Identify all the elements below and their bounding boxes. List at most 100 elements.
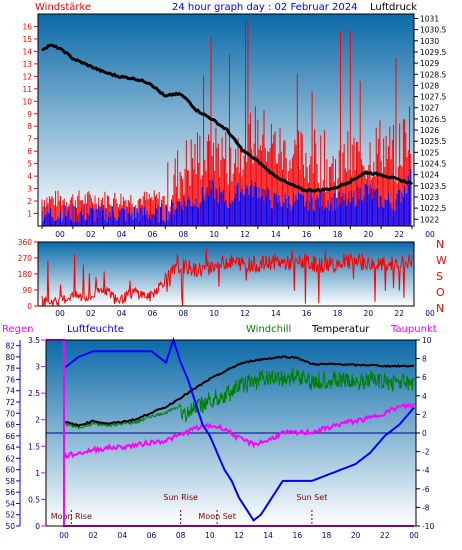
temperature-line <box>63 355 415 427</box>
humidity-tick-label: 52 <box>5 511 15 520</box>
x-tick-label: 00 <box>425 309 435 318</box>
x-tick-label: 18 <box>322 531 332 540</box>
left-tick-label: 2 <box>27 197 32 206</box>
x-tick-label: 04 <box>117 230 127 239</box>
humidity-tick-label: 60 <box>5 466 15 475</box>
x-tick-label: 14 <box>263 531 273 540</box>
regen-tick-label: 3.5 <box>28 336 40 345</box>
humidity-tick-label: 80 <box>5 353 15 362</box>
x-tick-label: 02 <box>86 309 96 318</box>
temp-tick-label: -2 <box>422 448 430 457</box>
x-tick-label: 10 <box>209 230 219 239</box>
humidity-tick-label: 54 <box>5 499 15 508</box>
annotation-label: Sun Set <box>296 493 327 502</box>
windchill-line <box>63 367 415 431</box>
humidity-tick-label: 56 <box>5 488 15 497</box>
humidity-tick-label: 62 <box>5 454 15 463</box>
x-tick-label: 10 <box>205 531 215 540</box>
header-luftfeuchte: Luftfeuchte <box>67 324 124 335</box>
x-tick-label: 00 <box>425 230 435 239</box>
regen-tick-label: 0.5 <box>28 495 40 504</box>
compass-label: O <box>436 286 445 299</box>
x-tick-label: 12 <box>240 230 250 239</box>
right-tick-label: 1028.5 <box>420 70 446 79</box>
header-windchill: Windchill <box>246 324 291 335</box>
temp-tick-label: 0 <box>422 429 427 438</box>
panel-1-frame <box>37 13 415 227</box>
right-tick-label: 1027 <box>420 104 439 113</box>
x-tick-label: 02 <box>88 531 98 540</box>
direction-tick-label: 270 <box>18 254 33 263</box>
x-tick-label: 16 <box>293 531 303 540</box>
humidity-temperature-panel: Moon Rise Sun Rise Moon Set Sun Set 3.5 3 2.5 2… <box>5 336 434 540</box>
annotation-label: Moon Set <box>198 512 235 521</box>
left-tick-label: 8 <box>27 122 32 131</box>
annotation-label: Moon Rise <box>51 512 92 521</box>
left-tick-label: 16 <box>22 22 32 31</box>
dewpoint-line <box>63 402 415 459</box>
humidity-tick-label: 72 <box>5 398 15 407</box>
x-tick-label: 18 <box>333 230 343 239</box>
right-tick-label: 1029.5 <box>420 48 446 57</box>
left-tick-label: 1 <box>27 210 32 219</box>
humidity-tick-label: 50 <box>5 522 15 531</box>
regen-tick-label: 3 <box>35 363 40 372</box>
left-tick-label: 9 <box>27 110 32 119</box>
x-tick-label: 22 <box>380 531 390 540</box>
right-tick-label: 1023 <box>420 193 439 202</box>
humidity-line <box>63 336 415 522</box>
x-tick-label: 06 <box>147 531 157 540</box>
temp-tick-label: -4 <box>422 466 430 475</box>
regen-tick-label: 2 <box>35 416 40 425</box>
x-tick-label: 18 <box>333 309 343 318</box>
direction-tick-label: 180 <box>18 270 33 279</box>
x-tick-label: 12 <box>240 309 250 318</box>
right-tick-label: 1024.5 <box>420 160 446 169</box>
wind-pressure-panel: 1234567891011121314151610311030.51030102… <box>22 13 446 239</box>
x-tick-label: 06 <box>148 230 158 239</box>
temp-tick-label: 8 <box>422 355 427 364</box>
humidity-tick-label: 74 <box>5 387 15 396</box>
x-tick-label: 16 <box>302 309 312 318</box>
x-tick-label: 20 <box>364 230 374 239</box>
right-tick-label: 1024 <box>420 171 439 180</box>
annotation-label: Sun Rise <box>163 493 198 502</box>
regen-tick-label: 0 <box>35 522 40 531</box>
regen-tick-label: 2.5 <box>28 389 40 398</box>
left-tick-label: 11 <box>22 85 32 94</box>
x-tick-label: 08 <box>179 230 189 239</box>
right-tick-label: 1025 <box>420 148 439 157</box>
panel-2-background <box>38 242 414 306</box>
left-tick-label: 15 <box>22 35 32 44</box>
direction-tick-label: 90 <box>22 286 32 295</box>
x-tick-label: 08 <box>176 531 186 540</box>
left-tick-label: 14 <box>22 47 32 56</box>
regen-tick-label: 1.5 <box>28 442 40 451</box>
compass-label: N <box>436 238 444 251</box>
header-regen: Regen <box>2 324 34 335</box>
x-tick-label: 14 <box>271 309 281 318</box>
temp-tick-label: 10 <box>422 336 432 345</box>
humidity-tick-label: 64 <box>5 443 15 452</box>
direction-tick-label: 360 <box>18 238 33 247</box>
left-tick-label: 4 <box>27 172 32 181</box>
compass-label: W <box>436 254 447 267</box>
x-tick-label: 00 <box>55 230 65 239</box>
x-tick-label: 22 <box>394 309 404 318</box>
humidity-tick-label: 66 <box>5 432 15 441</box>
right-tick-label: 1023.5 <box>420 182 446 191</box>
right-tick-label: 1027.5 <box>420 93 446 102</box>
direction-tick-label: 0 <box>27 302 32 311</box>
x-tick-label: 08 <box>179 309 189 318</box>
temp-tick-label: -8 <box>422 503 430 512</box>
humidity-tick-label: 76 <box>5 375 15 384</box>
x-tick-label: 04 <box>117 309 127 318</box>
right-tick-label: 1022.5 <box>420 204 446 213</box>
right-tick-label: 1030 <box>420 37 439 46</box>
x-tick-label: 20 <box>351 531 361 540</box>
left-tick-label: 6 <box>27 147 32 156</box>
right-tick-label: 1026.5 <box>420 115 446 124</box>
x-tick-label: 16 <box>302 230 312 239</box>
